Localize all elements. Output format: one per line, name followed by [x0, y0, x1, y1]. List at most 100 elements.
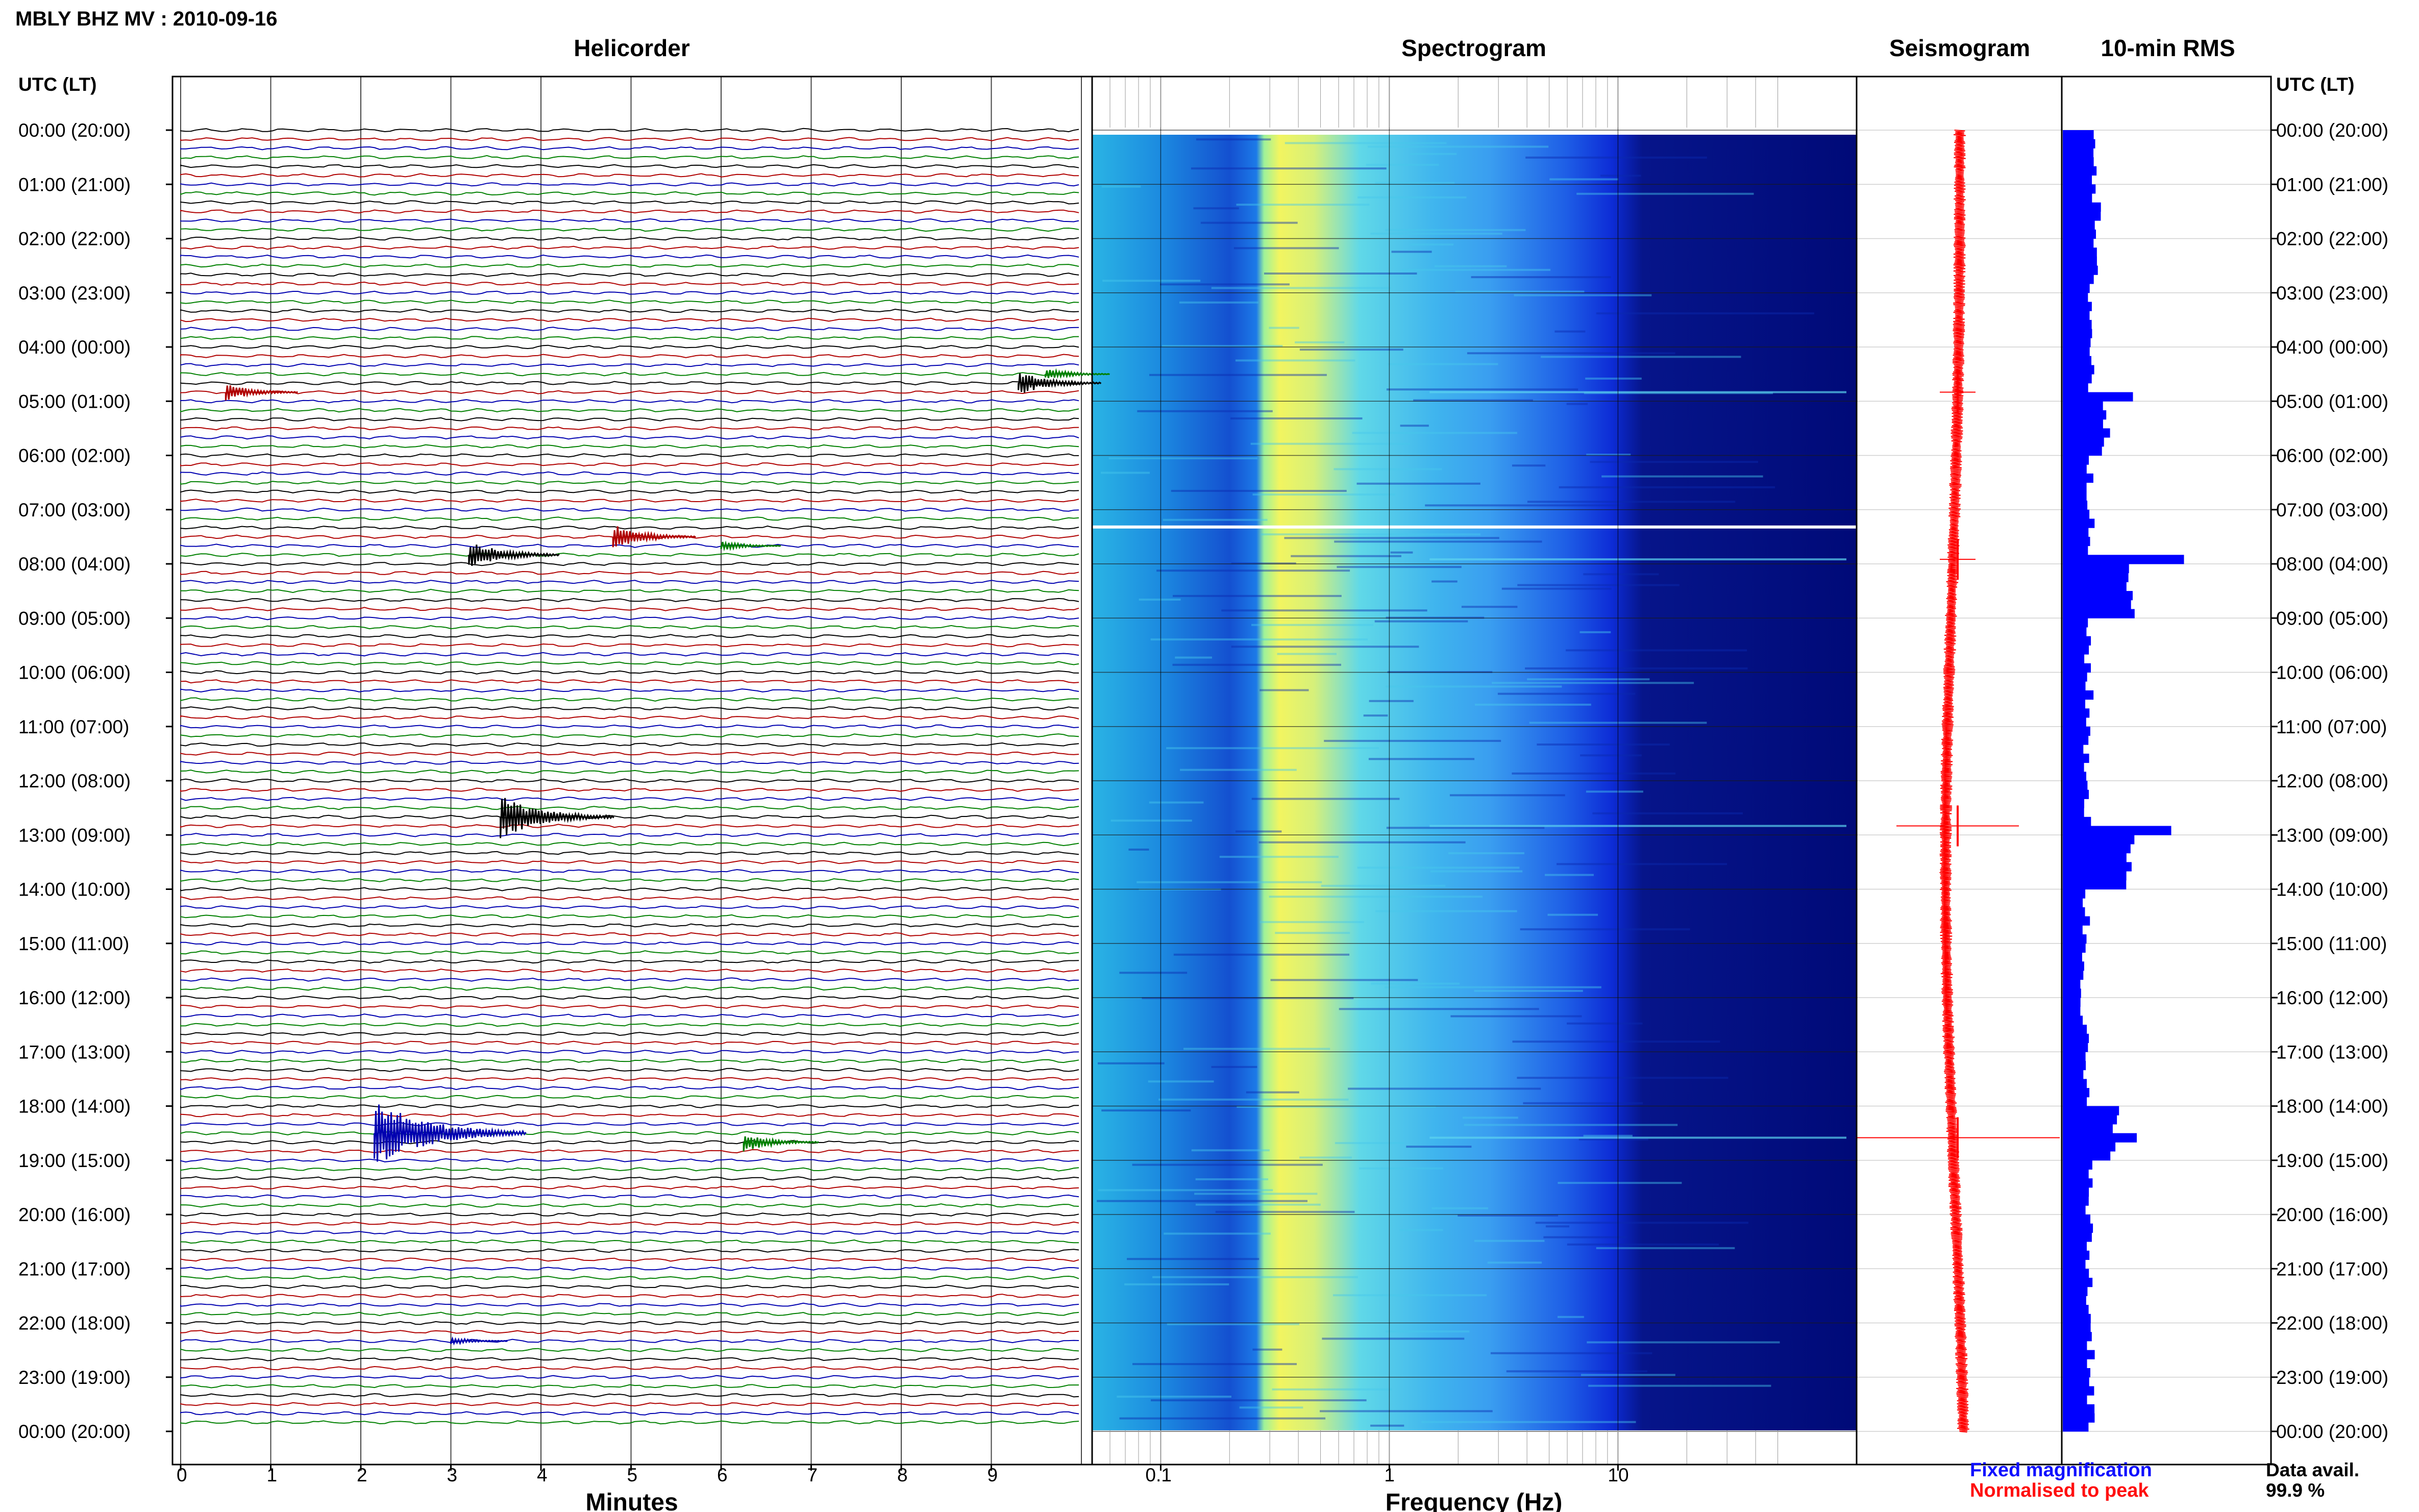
spectrogram-streak	[1506, 1370, 1647, 1373]
spectrogram-streak	[1450, 1015, 1582, 1018]
spectrogram-streak	[1191, 167, 1387, 170]
rms-bar	[2063, 799, 2084, 808]
spectrogram-streak	[1260, 921, 1364, 923]
helicorder-trace	[180, 1095, 1079, 1100]
helicorder-trace	[180, 1311, 1079, 1317]
spectrogram-streak	[1492, 682, 1694, 684]
rms-bar	[2063, 284, 2090, 293]
spectrogram-streak	[1475, 703, 1591, 706]
time-label-left: 00:00 (20:00)	[18, 120, 131, 141]
helicorder-trace	[180, 1330, 1079, 1334]
helicorder-trace	[180, 805, 1079, 810]
rms-bar	[2063, 1124, 2113, 1134]
rms-bar	[2063, 961, 2084, 971]
spectrogram-streak	[1173, 953, 1350, 956]
spectrogram-streak	[1525, 667, 1748, 670]
spectrogram-streak	[1180, 769, 1297, 771]
rms-bar	[2063, 907, 2085, 917]
helicorder-trace	[180, 344, 1079, 350]
minutes-tick-label: 0	[177, 1465, 187, 1485]
rms-bar	[2063, 1142, 2116, 1152]
spectrogram-streak	[1250, 442, 1411, 445]
minutes-tick-label: 5	[627, 1465, 638, 1485]
helicorder-trace	[180, 381, 1079, 386]
spectrogram-streak	[1237, 1106, 1436, 1108]
helicorder-trace	[180, 905, 1079, 910]
rms-bar	[2063, 1350, 2095, 1359]
spectrogram-streak	[1458, 1214, 1559, 1217]
rms-bar	[2063, 455, 2089, 465]
helicorder-trace	[180, 688, 1079, 692]
rms-bar	[2063, 1160, 2092, 1170]
seismogram-title: Seismogram	[1889, 35, 2030, 61]
helicorder-trace	[180, 1302, 1079, 1307]
legend-normalised-to-peak: Normalised to peak	[1970, 1480, 2149, 1501]
spectrogram-streak	[1215, 1210, 1355, 1213]
helicorder-trace	[180, 1013, 1079, 1018]
helicorder-trace	[180, 281, 1079, 286]
spectrogram-streak	[1547, 913, 1598, 916]
helicorder-trace	[180, 742, 1079, 747]
rms-bar	[2063, 690, 2094, 700]
spectrogram-streak	[1523, 1102, 1643, 1104]
rms-bar	[2063, 789, 2089, 799]
time-label-right: 00:00 (20:00)	[2276, 1421, 2388, 1442]
helicorder-trace	[180, 607, 1079, 611]
spectrogram-streak	[1543, 1236, 1627, 1238]
helicorder-trace	[180, 1077, 1079, 1081]
time-label-right: 07:00 (03:00)	[2276, 500, 2388, 520]
helicorder-trace	[180, 1022, 1079, 1027]
time-label-right: 21:00 (17:00)	[2276, 1258, 2388, 1279]
helicorder-trace	[180, 191, 1079, 196]
rms-bar	[2063, 1187, 2089, 1197]
rms-bar	[2063, 437, 2104, 447]
spectrogram-streak	[1579, 631, 1611, 633]
spectrogram-streak	[1525, 156, 1707, 159]
helicorder-trace	[180, 1049, 1079, 1054]
spectrogram-streak	[1385, 229, 1526, 231]
rms-bar	[2063, 970, 2084, 980]
spectrogram-streak	[1236, 204, 1370, 206]
spectrogram-streak	[1264, 272, 1417, 275]
time-label-right: 04:00 (00:00)	[2276, 337, 2388, 358]
spectrogram-streak	[1142, 997, 1354, 999]
helicorder-trace	[180, 941, 1079, 946]
helicorder-trace	[180, 137, 1079, 141]
helicorder-trace	[180, 182, 1079, 187]
rms-bar	[2063, 1196, 2089, 1206]
rms-bar	[2063, 446, 2102, 456]
helicorder-trace	[180, 778, 1079, 783]
time-label-left: 12:00 (08:00)	[18, 771, 131, 791]
helicorder-trace	[180, 1167, 1079, 1172]
time-label-right: 10:00 (06:00)	[2276, 662, 2388, 683]
helicorder-trace	[180, 354, 1079, 358]
minutes-axis-label: Minutes	[585, 1489, 678, 1512]
helicorder-trace	[180, 643, 1079, 648]
helicorder-trace	[180, 408, 1079, 413]
rms-bar	[2063, 943, 2086, 953]
helicorder-trace	[180, 1248, 1079, 1253]
time-axis-header-left: UTC (LT)	[18, 74, 96, 95]
rms-bar	[2063, 473, 2093, 483]
helicorder-trace	[180, 923, 1079, 928]
helicorder-trace	[180, 1339, 1079, 1344]
spectrogram-streak	[1097, 1200, 1307, 1202]
helicorder-trace	[180, 227, 1079, 232]
helicorder-trace	[180, 562, 1079, 566]
rms-bar	[2063, 1006, 2081, 1016]
spectrogram-streak	[1149, 801, 1204, 804]
spectrogram-streak	[1285, 142, 1447, 144]
rms-bar	[2063, 816, 2091, 826]
helicorder-trace	[180, 1375, 1079, 1379]
time-label-left: 20:00 (16:00)	[18, 1204, 131, 1225]
frequency-tick-label: 1	[1384, 1465, 1395, 1485]
helicorder-trace	[180, 1203, 1079, 1208]
rms-bar	[2063, 998, 2081, 1007]
helicorder-trace	[180, 1194, 1079, 1199]
spectrogram-streak	[1275, 932, 1350, 934]
rms-bar	[2063, 319, 2092, 330]
time-label-right: 12:00 (08:00)	[2276, 771, 2388, 791]
helicorder-trace	[180, 200, 1079, 205]
spectrogram-streak	[1554, 330, 1586, 333]
helicorder-trace	[180, 173, 1079, 178]
